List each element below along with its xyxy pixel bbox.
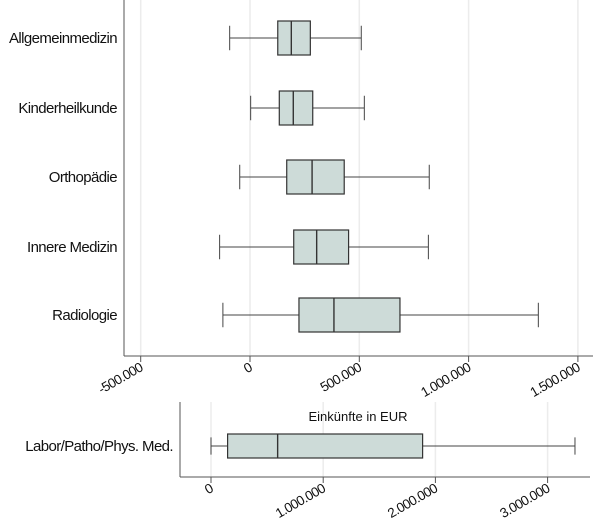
x-tick-label: 1.500.000 xyxy=(528,360,583,400)
x-tick-label: 500.000 xyxy=(318,360,364,395)
x-tick-label: 0 xyxy=(241,360,255,376)
x-tick-label: 1.000.000 xyxy=(418,360,473,400)
category-label: Kinderheilkunde xyxy=(18,100,117,117)
box-orthop-die: Orthopädie xyxy=(49,159,430,195)
box-labor-patho-phys-med-: Labor/Patho/Phys. Med. xyxy=(25,433,576,459)
x-tick-label: 0 xyxy=(202,481,216,497)
category-label: Innere Medizin xyxy=(27,239,117,256)
box-radiologie: Radiologie xyxy=(52,297,539,333)
category-label: Allgemeinmedizin xyxy=(9,30,117,47)
iqr-box xyxy=(227,433,424,459)
x-axis-title: Einkünfte in EUR xyxy=(309,409,408,424)
category-label: Labor/Patho/Phys. Med. xyxy=(25,438,173,455)
box-innere-medizin: Innere Medizin xyxy=(27,229,429,265)
x-tick-label: 1.000.000 xyxy=(273,481,328,521)
x-tick-label: 2.000.000 xyxy=(385,481,440,521)
iqr-box xyxy=(293,229,350,265)
x-tick-label: -500.000 xyxy=(96,360,146,397)
box-kinderheilkunde: Kinderheilkunde xyxy=(18,90,365,126)
category-label: Radiologie xyxy=(52,307,117,324)
category-label: Orthopädie xyxy=(49,169,117,186)
labor-panel: 0 1.000.000 2.000.000 3.000.000 Einkünfte in… xyxy=(25,402,590,521)
main-panel: -500.000 0 500.000 1.000.000 1.500.000 Allgem… xyxy=(9,0,593,400)
iqr-box xyxy=(286,159,345,195)
iqr-box xyxy=(298,297,401,333)
box-allgemeinmedizin: Allgemeinmedizin xyxy=(9,20,362,56)
iqr-box xyxy=(277,20,311,56)
iqr-box xyxy=(278,90,314,126)
x-tick-label: 3.000.000 xyxy=(497,481,552,521)
